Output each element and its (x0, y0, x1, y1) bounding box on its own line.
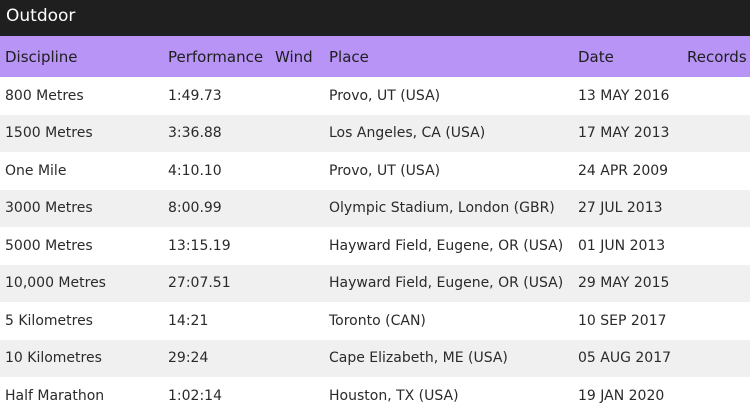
discipline-cell: One Mile (5, 162, 67, 179)
date-cell: 13 MAY 2016 (578, 87, 670, 104)
performance-cell: 1:02:14 (168, 387, 222, 404)
column-header-wind[interactable]: Wind (275, 47, 313, 66)
performance-cell: 4:10.10 (168, 162, 222, 179)
wind-cell (270, 265, 324, 303)
place-cell: Hayward Field, Eugene, OR (USA) (329, 237, 564, 254)
place-cell: Provo, UT (USA) (329, 162, 441, 179)
table-row: 5 Kilometres 14:21 Toronto (CAN) 10 SEP … (0, 302, 750, 340)
table-row: 10 Kilometres 29:24 Cape Elizabeth, ME (… (0, 339, 750, 378)
column-header-discipline[interactable]: Discipline (5, 47, 78, 66)
date-cell: 05 AUG 2017 (578, 350, 672, 367)
place-cell: Houston, TX (USA) (329, 387, 459, 404)
discipline-cell: 10,000 Metres (5, 275, 106, 292)
discipline-cell: 5 Kilometres (5, 312, 93, 329)
table-row: Half Marathon 1:02:14 Houston, TX (USA) … (0, 377, 750, 415)
date-cell: 27 JUL 2013 (578, 200, 663, 217)
performance-cell: 13:15.19 (168, 237, 231, 254)
records-cell (682, 302, 750, 340)
wind-cell (270, 377, 324, 415)
date-cell: 17 MAY 2013 (578, 125, 670, 142)
place-cell: Provo, UT (USA) (329, 87, 441, 104)
discipline-cell: 5000 Metres (5, 237, 93, 254)
performance-cell: 27:07.51 (168, 275, 231, 292)
place-cell: Olympic Stadium, London (GBR) (329, 200, 555, 217)
records-cell (682, 377, 750, 415)
performance-cell: 8:00.99 (168, 200, 222, 217)
table-row: 3000 Metres 8:00.99 Olympic Stadium, Lon… (0, 189, 750, 228)
discipline-cell: 800 Metres (5, 87, 84, 104)
section-title: Outdoor (6, 6, 76, 26)
wind-cell (270, 302, 324, 340)
performance-cell: 3:36.88 (168, 125, 222, 142)
table-row: 800 Metres 1:49.73 Provo, UT (USA) 13 MA… (0, 77, 750, 115)
records-cell (682, 340, 750, 378)
records-cell (682, 265, 750, 303)
records-cell (682, 115, 750, 153)
column-header-records[interactable]: Records (687, 47, 747, 66)
discipline-cell: 1500 Metres (5, 125, 93, 142)
section-title-bar: Outdoor (0, 0, 750, 36)
date-cell: 29 MAY 2015 (578, 275, 670, 292)
records-cell (682, 190, 750, 228)
performance-cell: 29:24 (168, 350, 209, 367)
wind-cell (270, 340, 324, 378)
table-row: 1500 Metres 3:36.88 Los Angeles, CA (USA… (0, 114, 750, 153)
date-cell: 24 APR 2009 (578, 162, 669, 179)
column-header-performance[interactable]: Performance (168, 47, 264, 66)
wind-cell (270, 77, 324, 115)
table-row: 5000 Metres 13:15.19 Hayward Field, Euge… (0, 227, 750, 265)
discipline-cell: Half Marathon (5, 387, 105, 404)
date-cell: 10 SEP 2017 (578, 312, 667, 329)
records-cell (682, 77, 750, 115)
wind-cell (270, 152, 324, 190)
wind-cell (270, 115, 324, 153)
place-cell: Toronto (CAN) (329, 312, 426, 329)
table-header-row: Discipline Performance Wind Place Date R… (0, 36, 750, 77)
table-row: 10,000 Metres 27:07.51 Hayward Field, Eu… (0, 264, 750, 303)
column-header-place[interactable]: Place (329, 47, 369, 66)
records-cell (682, 227, 750, 265)
place-cell: Hayward Field, Eugene, OR (USA) (329, 275, 564, 292)
place-cell: Cape Elizabeth, ME (USA) (329, 350, 508, 367)
table-row: One Mile 4:10.10 Provo, UT (USA) 24 APR … (0, 152, 750, 190)
wind-cell (270, 190, 324, 228)
records-cell (682, 152, 750, 190)
wind-cell (270, 227, 324, 265)
results-table: Discipline Performance Wind Place Date R… (0, 36, 750, 415)
discipline-cell: 10 Kilometres (5, 350, 102, 367)
performance-cell: 1:49.73 (168, 87, 222, 104)
discipline-cell: 3000 Metres (5, 200, 93, 217)
place-cell: Los Angeles, CA (USA) (329, 125, 486, 142)
performance-cell: 14:21 (168, 312, 209, 329)
date-cell: 19 JAN 2020 (578, 387, 665, 404)
column-header-date[interactable]: Date (578, 47, 614, 66)
date-cell: 01 JUN 2013 (578, 237, 666, 254)
